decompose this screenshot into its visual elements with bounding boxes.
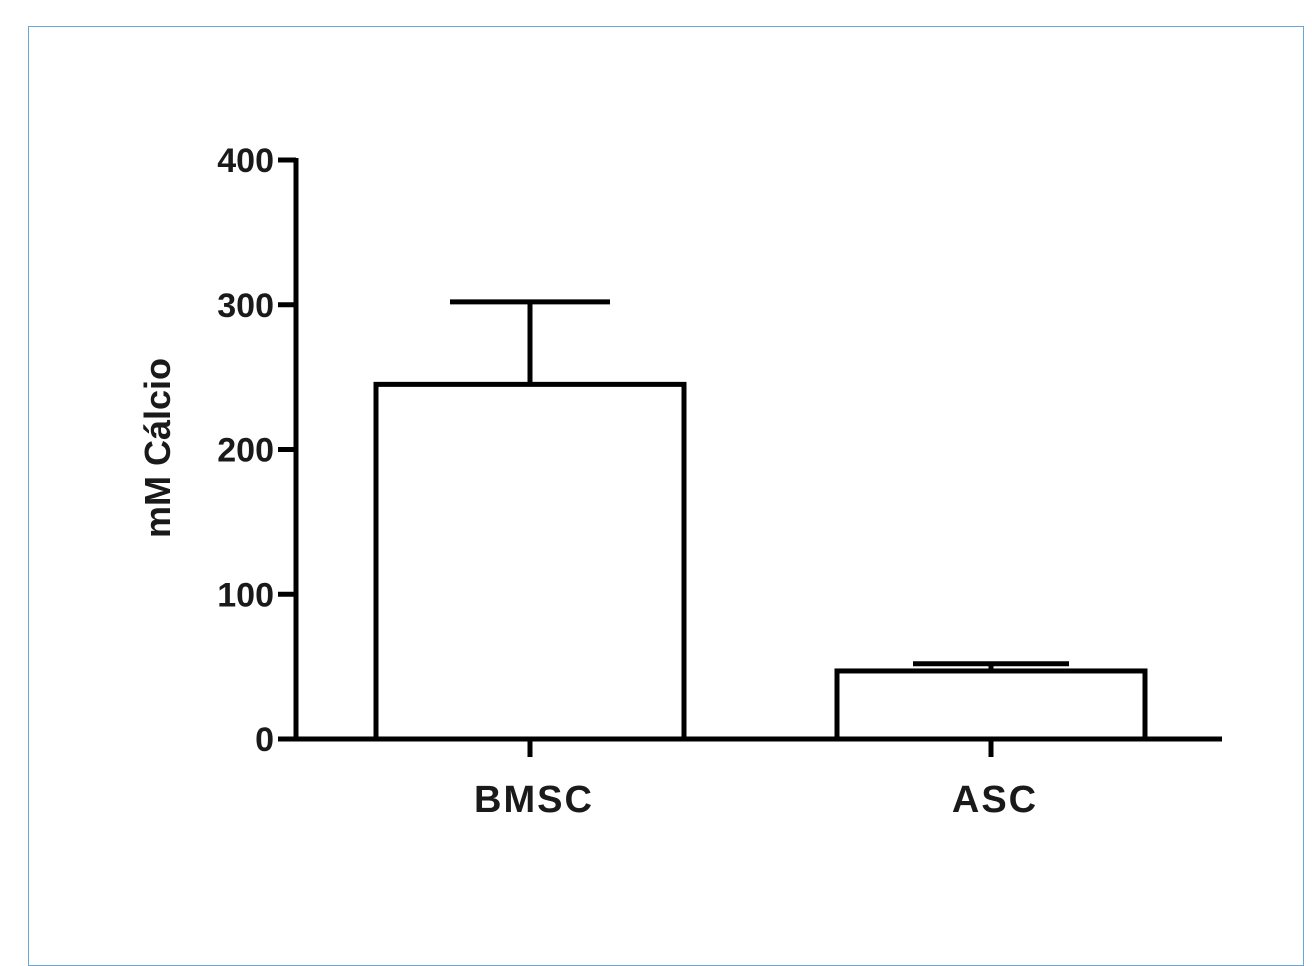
bars xyxy=(373,299,1148,742)
bar-bmsc xyxy=(373,381,687,742)
y-tick-label: 400 xyxy=(217,142,274,180)
bar-asc xyxy=(834,668,1148,742)
y-tick-label: 200 xyxy=(217,432,274,470)
y-axis-title: mM Cálcio xyxy=(137,358,178,538)
labels: 0 100 200 300 400 BMSC ASC xyxy=(217,142,1038,821)
category-label-bmsc: BMSC xyxy=(474,779,594,821)
bar-chart: 0 100 200 300 400 BMSC ASC mM Cálcio xyxy=(137,142,1222,821)
y-tick-label: 300 xyxy=(217,287,274,325)
y-tick-label: 0 xyxy=(255,721,274,759)
y-tick-label: 100 xyxy=(217,576,274,614)
category-label-asc: ASC xyxy=(952,779,1038,821)
